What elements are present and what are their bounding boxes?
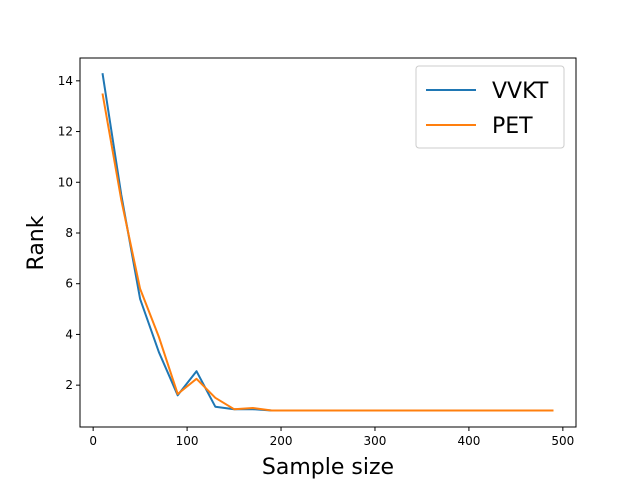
y-tick-label: 14 — [58, 74, 73, 88]
legend-box — [415, 65, 565, 149]
legend-label-pet: PET — [492, 114, 533, 139]
x-tick-label: 500 — [551, 434, 574, 448]
x-axis-ticks: 0 100 200 300 400 500 — [89, 427, 574, 448]
y-tick-label: 4 — [65, 327, 73, 341]
x-tick-label: 400 — [457, 434, 480, 448]
legend: VVKT PET — [415, 65, 565, 149]
y-tick-label: 2 — [65, 378, 73, 392]
y-axis-label: Rank — [24, 215, 49, 270]
plot-frame — [79, 57, 577, 428]
x-tick-label: 200 — [270, 434, 293, 448]
x-axis-label: Sample size — [262, 455, 394, 480]
y-axis-ticks: 2 4 6 8 10 12 14 — [58, 74, 80, 392]
x-tick-label: 0 — [89, 434, 97, 448]
x-tick-label: 100 — [176, 434, 199, 448]
y-tick-label: 8 — [65, 226, 73, 240]
series-line-pet — [101, 93, 554, 412]
y-tick-label: 10 — [58, 175, 73, 189]
series-layer — [101, 73, 554, 412]
legend-label-vvkt: VVKT — [492, 79, 549, 104]
y-tick-label: 6 — [65, 277, 73, 291]
y-tick-label: 12 — [58, 125, 73, 139]
x-tick-label: 300 — [364, 434, 387, 448]
